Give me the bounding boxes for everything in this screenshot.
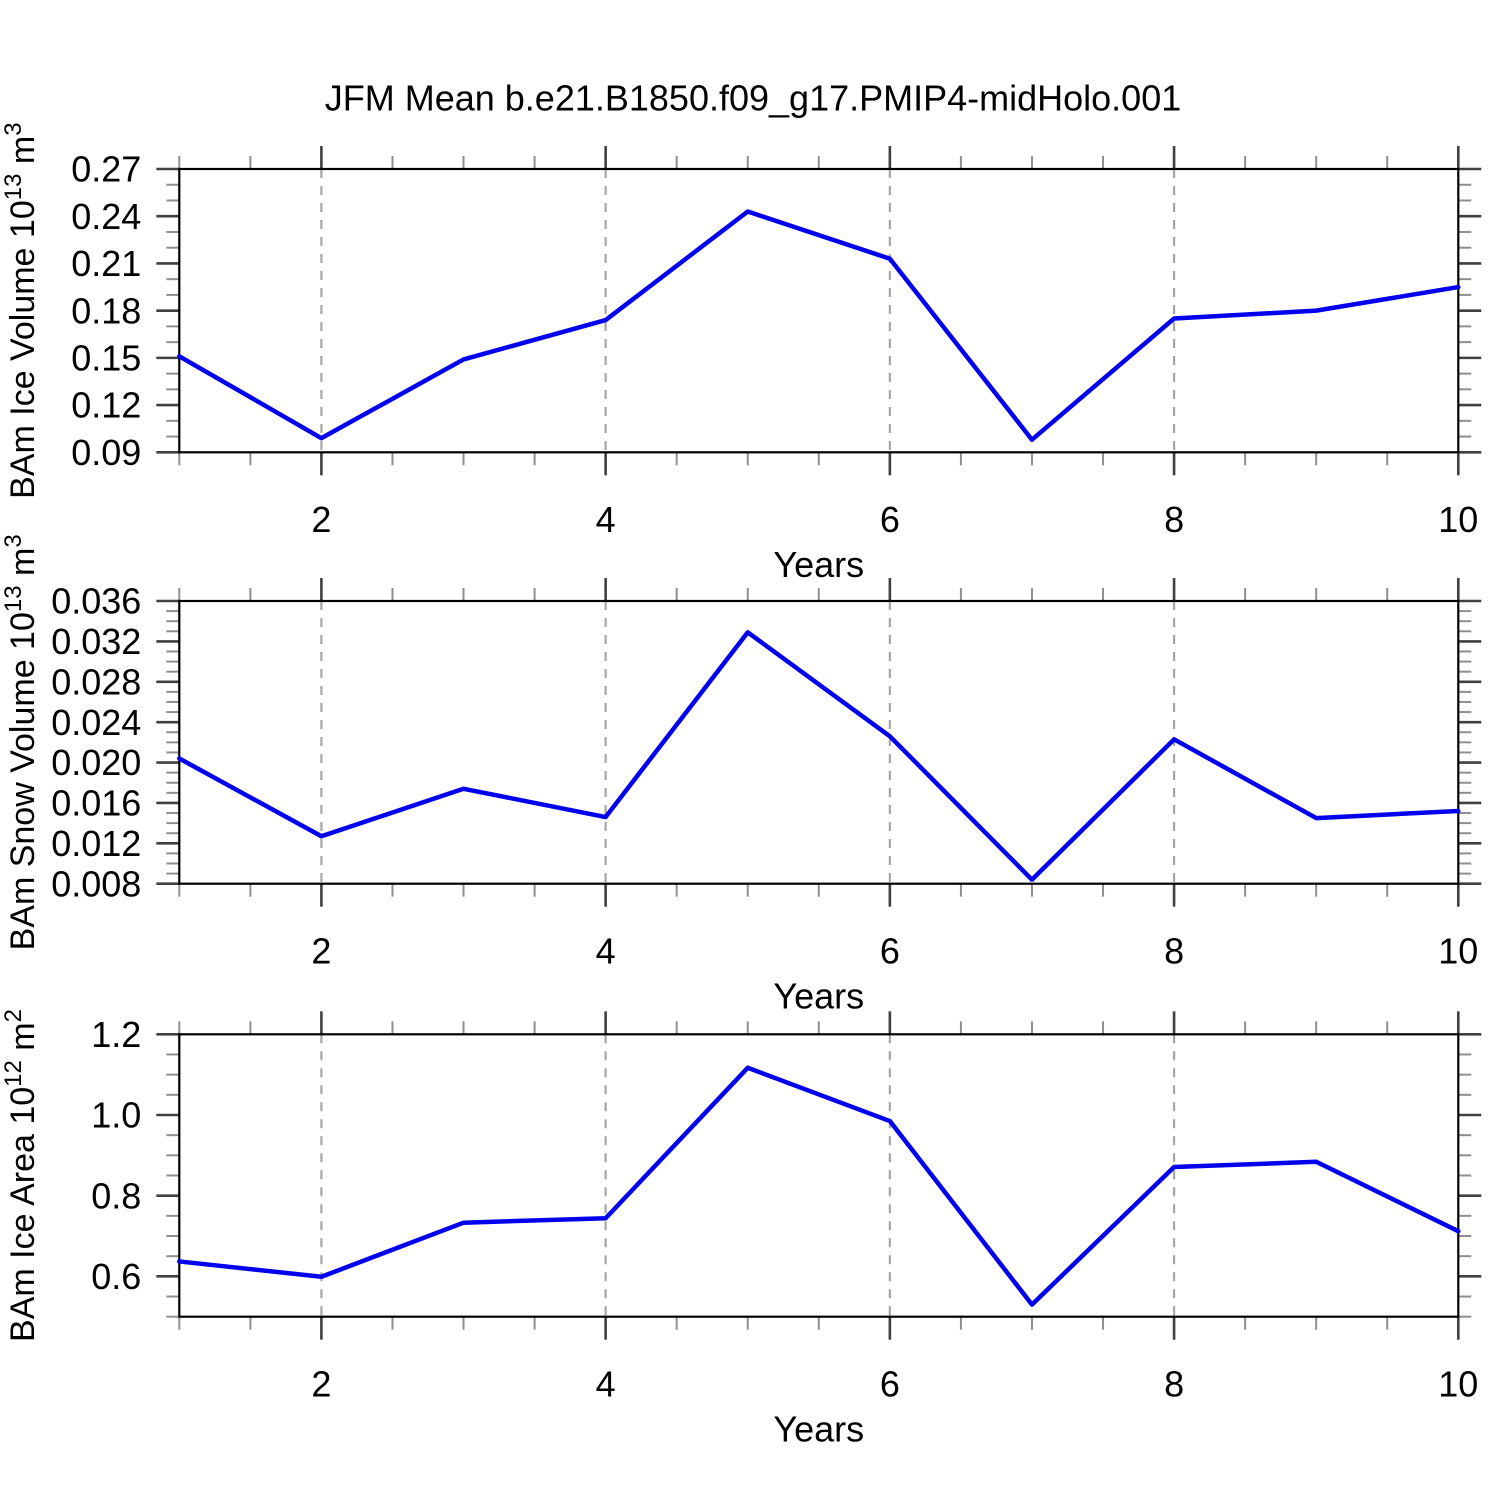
x-tick-label: 2: [311, 1363, 331, 1404]
y-tick-label: 1.2: [91, 1014, 141, 1055]
x-tick-label: 10: [1438, 930, 1478, 971]
x-tick-label: 4: [596, 1363, 616, 1404]
y-tick-label: 0.27: [71, 149, 141, 190]
y-tick-label: 0.012: [51, 823, 141, 864]
y-tick-label: 0.18: [71, 290, 141, 331]
chart-ice-area: 0.6 0.8 1.0 1.2 2 4 6 8 10 Years BAm Ice Area 1012…: [0, 1009, 1482, 1449]
y-tick-label: 0.09: [71, 432, 141, 473]
x-tick-label: 6: [880, 499, 900, 540]
chart-ice-volume: 0.09 0.12 0.15 0.18 0.21 0.24 0.27 2 4 6 8 10 Years B…: [0, 122, 1482, 585]
x-axis-title: Years: [773, 544, 864, 585]
y-axis-title: BAm Ice Volume 1013 m3: [0, 122, 42, 498]
data-line: [177, 209, 1461, 442]
y-tick-label: 0.016: [51, 783, 141, 824]
y-tick-label: 0.032: [51, 621, 141, 662]
x-tick-label: 10: [1438, 499, 1478, 540]
y-tick-label: 0.8: [91, 1175, 141, 1216]
x-tick-label: 4: [596, 499, 616, 540]
y-tick-label: 0.024: [51, 702, 141, 743]
x-tick-label: 4: [596, 930, 616, 971]
y-tick-label: 0.036: [51, 581, 141, 622]
x-tick-label: 6: [880, 1363, 900, 1404]
y-tick-label: 0.6: [91, 1256, 141, 1297]
y-tick-label: 0.15: [71, 337, 141, 378]
x-tick-label: 8: [1164, 1363, 1184, 1404]
data-line: [177, 630, 1461, 882]
y-tick-label: 0.020: [51, 742, 141, 783]
x-tick-label: 8: [1164, 499, 1184, 540]
x-tick-label: 8: [1164, 930, 1184, 971]
y-tick-label: 0.24: [71, 196, 141, 237]
x-tick-label: 2: [311, 499, 331, 540]
y-tick-label: 0.028: [51, 661, 141, 702]
y-tick-label: 0.12: [71, 385, 141, 426]
x-tick-label: 10: [1438, 1363, 1478, 1404]
y-axis-title: BAm Snow Volume 1013 m3: [0, 534, 42, 950]
y-tick-label: 0.21: [71, 243, 141, 284]
plot-frame: [178, 1033, 1460, 1318]
plot-frame: [178, 167, 1460, 454]
y-axis-title: BAm Ice Area 1012 m2: [0, 1009, 42, 1342]
y-tick-label: 1.0: [91, 1095, 141, 1136]
x-tick-label: 6: [880, 930, 900, 971]
data-line: [177, 1065, 1461, 1307]
y-tick-label: 0.008: [51, 863, 141, 904]
x-axis-title: Years: [773, 975, 864, 1016]
x-tick-label: 2: [311, 930, 331, 971]
x-axis-title: Years: [773, 1408, 864, 1449]
chart-snow-volume: 0.0080.0120.0160.0200.0240.0280.0320.036…: [0, 534, 1482, 1016]
plot-frame: [178, 599, 1460, 885]
figure-title: JFM Mean b.e21.B1850.f09_g17.PMIP4-midHo…: [325, 78, 1182, 119]
